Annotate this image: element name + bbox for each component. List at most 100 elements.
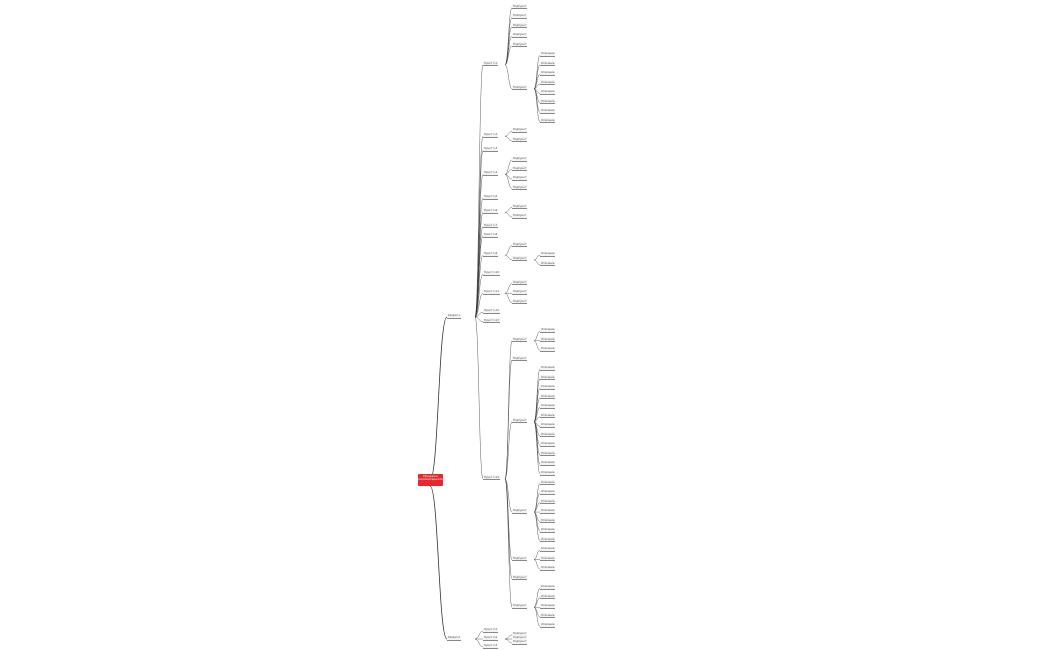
topic-node[interactable]: Описание <box>540 451 556 457</box>
topic-node[interactable]: Описание <box>540 470 556 476</box>
topic-node[interactable]: Подпункт <box>512 418 528 424</box>
connector-line <box>533 388 541 422</box>
topic-node[interactable]: Описание <box>540 51 556 57</box>
topic-node[interactable]: Пункт 1.10 <box>483 270 500 276</box>
topic-node[interactable]: Описание <box>540 422 556 428</box>
topic-node[interactable]: Описание <box>540 384 556 390</box>
topic-node[interactable]: Подпункт <box>512 242 528 248</box>
topic-node[interactable]: Пункт 2.2 <box>483 635 499 641</box>
topic-node[interactable]: Описание <box>540 99 556 105</box>
topic-node[interactable]: Подпункт <box>512 603 528 609</box>
topic-node[interactable]: Пункт 1.8 <box>483 232 499 238</box>
topic-node[interactable]: Подпункт <box>512 289 528 295</box>
topic-node[interactable]: Описание <box>540 413 556 419</box>
topic-node[interactable]: Описание <box>540 537 556 543</box>
topic-node[interactable]: Пункт 2.1 <box>483 627 499 633</box>
connector-line <box>429 485 448 640</box>
topic-node[interactable]: Описание <box>540 565 556 571</box>
topic-node[interactable]: Пункт 1.4 <box>483 170 499 176</box>
topic-node[interactable]: Описание <box>540 518 556 524</box>
topic-node[interactable]: Подпункт <box>512 508 528 514</box>
root-node[interactable]: Продажа пиломатериалов <box>418 474 445 486</box>
topic-node[interactable]: Описание <box>540 489 556 495</box>
connector-line <box>504 359 513 479</box>
topic-node[interactable]: Описание <box>540 480 556 485</box>
topic-node[interactable]: Описание <box>540 594 556 600</box>
topic-node[interactable]: Подпункт <box>512 204 528 210</box>
topic-node[interactable]: Описание <box>540 508 556 514</box>
topic-node[interactable]: Пункт 1.14 <box>483 475 500 481</box>
topic-node[interactable]: Описание <box>540 584 556 590</box>
connector-line <box>504 45 513 66</box>
topic-node[interactable]: Подпункт <box>512 356 528 362</box>
topic-node[interactable]: Подпункт <box>512 42 528 48</box>
topic-node[interactable]: Описание <box>540 337 556 343</box>
topic-node[interactable]: Описание <box>540 432 556 438</box>
topic-node[interactable]: Подпункт <box>512 23 528 29</box>
topic-node[interactable]: Пункт 1.11 <box>483 289 500 295</box>
topic-node[interactable]: Описание <box>540 70 556 76</box>
connector-line <box>533 502 541 513</box>
topic-node[interactable]: Описание <box>540 251 556 257</box>
topic-node[interactable]: Подпункт <box>512 85 528 91</box>
topic-node[interactable]: Пункт 1.6 <box>483 208 499 214</box>
topic-node[interactable]: Пункт 1.13 <box>483 318 500 324</box>
topic-node[interactable]: Описание <box>540 527 556 533</box>
topic-node[interactable]: Подпункт <box>512 213 528 219</box>
topic-node[interactable]: Пункт 1.12 <box>483 308 500 314</box>
topic-node[interactable]: Подпункт <box>512 137 528 143</box>
topic-node[interactable]: Описание <box>540 89 556 95</box>
topic-node[interactable]: Пункт 1.1 <box>483 61 499 67</box>
topic-node[interactable]: Подпункт <box>512 13 528 19</box>
topic-node[interactable]: Подпункт <box>512 299 528 305</box>
topic-node[interactable]: Подпункт <box>512 575 528 581</box>
topic-node[interactable]: Описание <box>540 441 556 447</box>
topic-node[interactable]: Раздел 2 <box>447 635 462 641</box>
topic-node[interactable]: Описание <box>540 499 556 505</box>
connector-line <box>533 416 541 422</box>
topic-node[interactable]: Подпункт <box>512 166 528 171</box>
topic-node[interactable]: Подпункт <box>512 639 528 645</box>
topic-node[interactable]: Подпункт <box>512 4 528 10</box>
topic-node[interactable]: Описание <box>540 403 556 409</box>
topic-node[interactable]: Описание <box>540 556 556 562</box>
topic-node[interactable]: Описание <box>540 394 556 400</box>
topic-node[interactable]: Описание <box>540 365 556 371</box>
topic-node[interactable]: Раздел 1 <box>447 313 462 319</box>
topic-node[interactable]: Подпункт <box>512 280 528 286</box>
connector-line <box>504 159 513 175</box>
topic-node[interactable]: Пункт 1.9 <box>483 251 499 257</box>
connector-line <box>474 293 484 318</box>
topic-node[interactable]: Подпункт <box>512 337 528 343</box>
topic-node[interactable]: Описание <box>540 460 556 466</box>
topic-node[interactable]: Подпункт <box>512 127 528 133</box>
topic-node[interactable]: Описание <box>540 613 556 619</box>
topic-node[interactable]: Описание <box>540 622 556 628</box>
topic-node[interactable]: Описание <box>540 118 556 124</box>
topic-node[interactable]: Описание <box>540 61 556 67</box>
topic-node[interactable]: Описание <box>540 108 556 114</box>
topic-node[interactable]: Пункт 2.3 <box>483 643 499 649</box>
topic-node[interactable]: Подпункт <box>512 175 528 181</box>
topic-node[interactable]: Описание <box>540 261 556 267</box>
topic-node[interactable]: Подпункт <box>512 185 528 191</box>
connector-line <box>504 478 513 579</box>
topic-node[interactable]: Описание <box>540 327 556 333</box>
topic-node[interactable]: Пункт 1.5 <box>483 194 499 200</box>
topic-node[interactable]: Пункт 1.2 <box>483 132 499 138</box>
topic-node[interactable]: Описание <box>540 80 556 86</box>
topic-node[interactable]: Описание <box>540 546 556 552</box>
topic-node[interactable]: Подпункт <box>512 256 528 262</box>
topic-node[interactable]: Описание <box>540 346 556 352</box>
connector-line <box>474 638 484 648</box>
topic-node[interactable]: Описание <box>540 603 556 609</box>
topic-node[interactable]: Подпункт <box>512 556 528 562</box>
topic-node[interactable]: Пункт 1.3 <box>483 146 499 152</box>
topic-node[interactable]: Описание <box>540 375 556 381</box>
topic-node[interactable]: Подпункт <box>512 32 528 38</box>
connector-line <box>533 88 541 123</box>
connector-line <box>504 131 513 137</box>
topic-node[interactable]: Пункт 1.7 <box>483 223 499 229</box>
connector-line <box>504 64 513 89</box>
topic-node[interactable]: Подпункт <box>512 156 528 162</box>
